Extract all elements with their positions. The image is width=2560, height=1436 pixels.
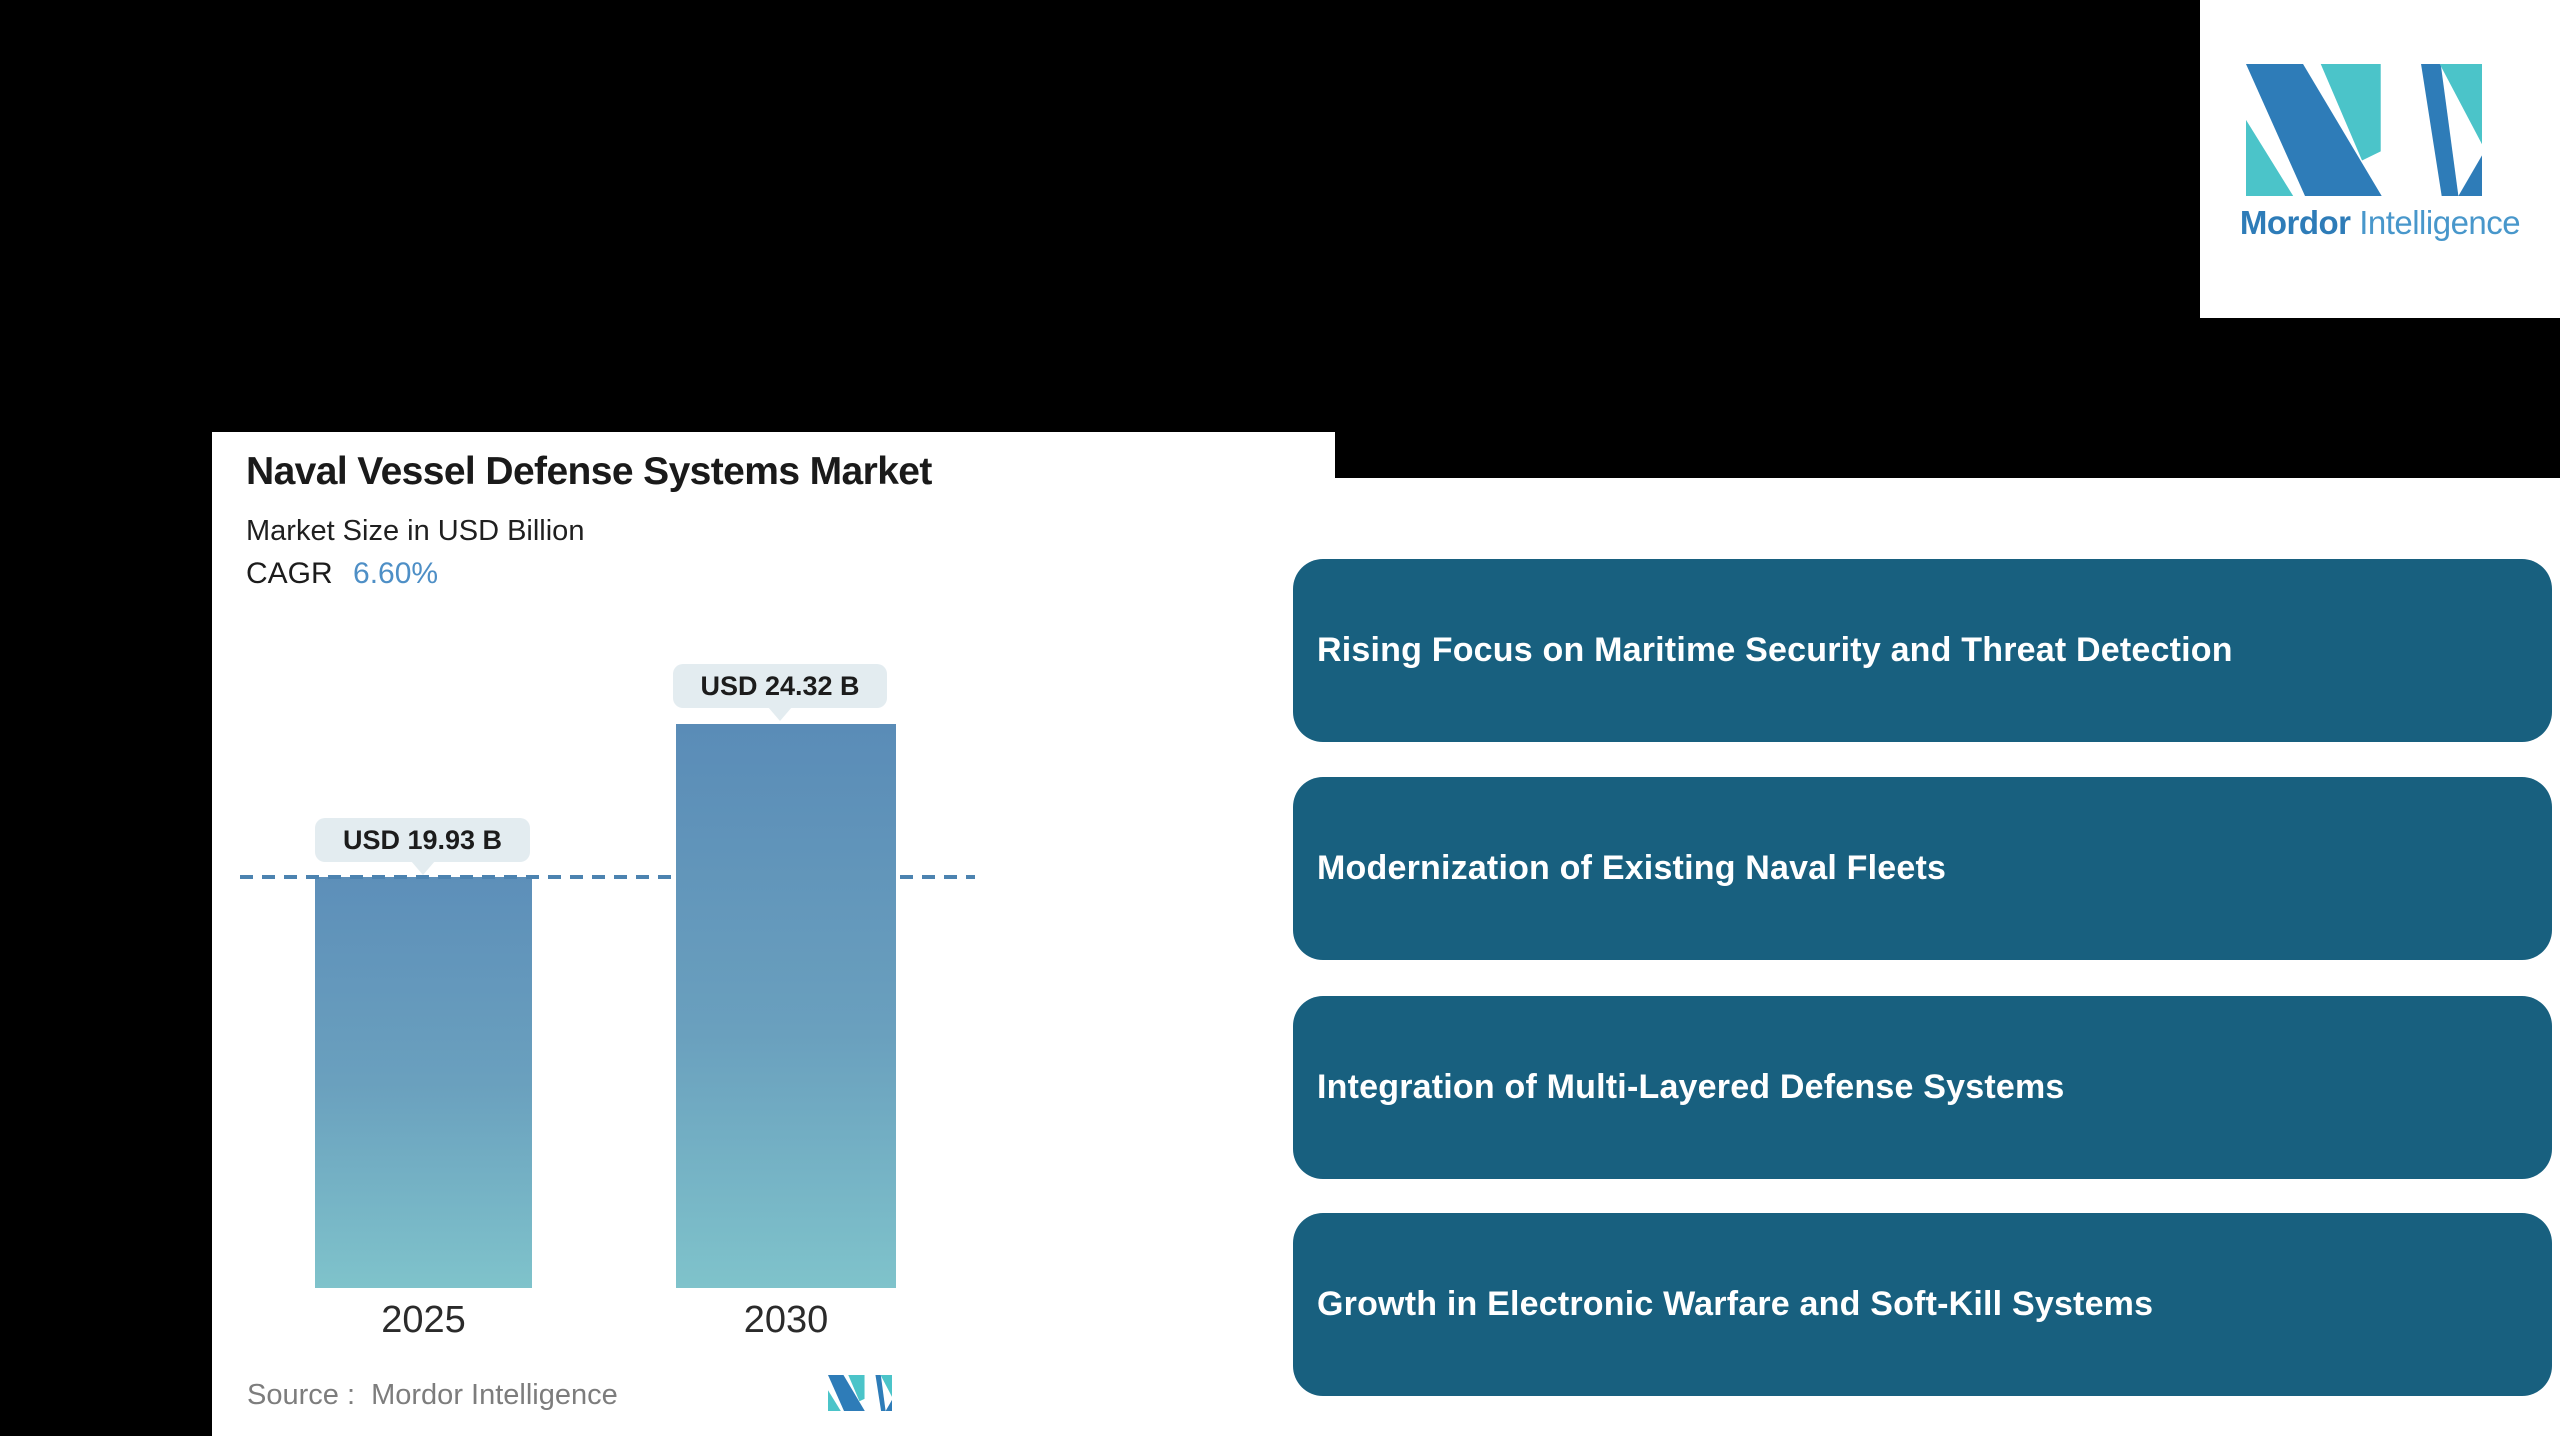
cagr-label: CAGR xyxy=(246,557,333,590)
value-label-2030: USD 24.32 B xyxy=(673,664,887,708)
driver-box-multi-layered-defense: Integration of Multi-Layered Defense Sys… xyxy=(1293,996,2552,1179)
mordor-mini-logo-icon xyxy=(828,1375,892,1411)
source-text: Source : Mordor Intelligence xyxy=(247,1379,618,1411)
reference-dashed-line xyxy=(240,875,975,879)
cagr-row: CAGR 6.60% xyxy=(246,557,438,591)
brand-logo-card: Mordor Intelligence xyxy=(2200,0,2560,318)
brand-name-bold: Mordor xyxy=(2239,204,2351,241)
chart-panel: Naval Vessel Defense Systems Market Mark… xyxy=(212,432,1335,1436)
brand-name-light: Intelligence xyxy=(2359,204,2521,241)
cagr-value: 6.60% xyxy=(353,557,439,590)
chart-title: Naval Vessel Defense Systems Market xyxy=(246,450,932,493)
axis-label-2025: 2025 xyxy=(381,1299,466,1341)
mordor-logo-icon xyxy=(2246,64,2482,196)
chart-subtitle: Market Size in USD Billion xyxy=(246,515,585,547)
driver-box-fleet-modernization: Modernization of Existing Naval Fleets xyxy=(1293,777,2552,960)
brand-wordmark: Mordor Intelligence xyxy=(2200,204,2560,242)
bar-2030 xyxy=(676,724,896,1288)
axis-label-2030: 2030 xyxy=(743,1299,829,1341)
bar-2025 xyxy=(315,877,532,1288)
value-label-2025: USD 19.93 B xyxy=(315,818,530,862)
driver-box-maritime-security: Rising Focus on Maritime Security and Th… xyxy=(1293,559,2552,742)
driver-box-electronic-warfare: Growth in Electronic Warfare and Soft-Ki… xyxy=(1293,1213,2552,1396)
